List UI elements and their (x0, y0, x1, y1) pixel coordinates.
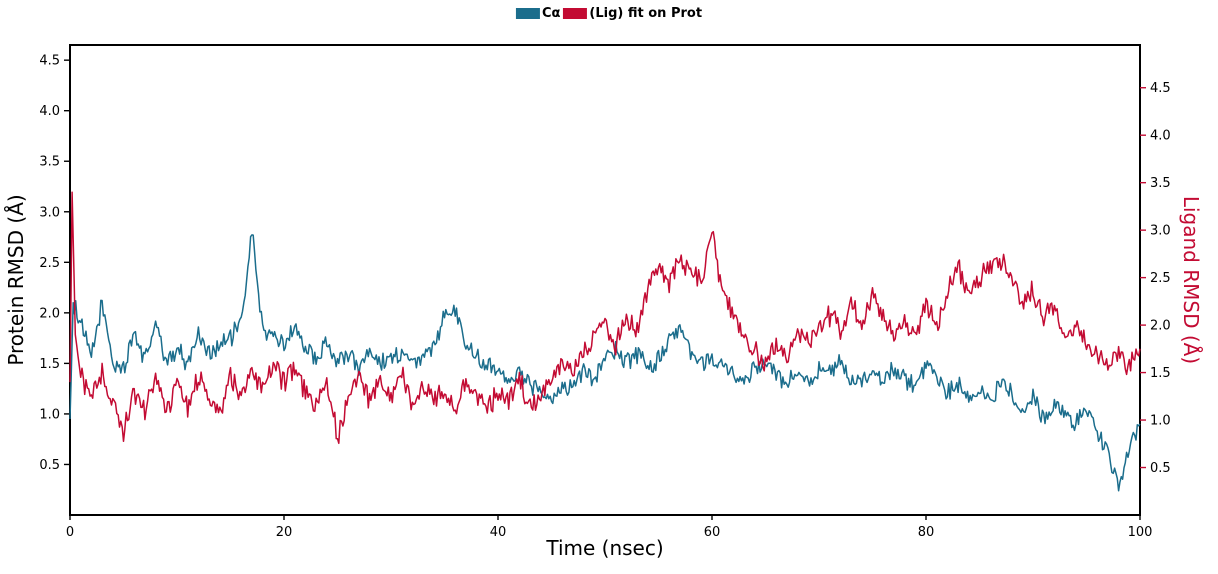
ligand-legend-swatch-icon (563, 8, 588, 19)
left-y-tick-label: 1.5 (39, 357, 60, 372)
left-y-axis-title: Protein RMSD (Å) (4, 194, 28, 366)
left-y-tick-label: 1.0 (39, 407, 60, 422)
right-y-tick-label: 2.5 (1150, 271, 1171, 286)
protein-legend-swatch-icon (515, 8, 540, 19)
protein-rmsd-line (69, 234, 1141, 492)
right-y-tick-label: 4.0 (1150, 129, 1171, 144)
right-y-tick-label: 3.0 (1150, 224, 1171, 239)
right-y-tick-label: 0.5 (1150, 461, 1171, 476)
right-y-tick-label: 3.5 (1150, 176, 1171, 191)
x-tick-label: 40 (490, 525, 507, 540)
left-y-tick-label: 2.5 (39, 256, 60, 271)
left-y-tick-label: 3.0 (39, 205, 60, 220)
left-y-tick-label: 4.5 (39, 54, 60, 69)
left-y-tick-label: 4.0 (39, 104, 60, 119)
x-tick-label: 80 (918, 525, 935, 540)
chart-legend: Cα (Lig) fit on Prot (515, 6, 703, 21)
ligand-legend-label: (Lig) fit on Prot (589, 6, 703, 21)
x-tick-label: 100 (1128, 525, 1153, 540)
left-y-tick-label: 3.5 (39, 155, 60, 170)
right-y-tick-label: 1.0 (1150, 414, 1171, 429)
protein-legend-label: Cα (541, 6, 561, 21)
right-y-tick-label: 2.0 (1150, 319, 1171, 334)
right-y-tick-label: 1.5 (1150, 366, 1171, 381)
x-axis-title: Time (nsec) (546, 536, 664, 560)
right-y-axis-title: Ligand RMSD (Å) (1179, 195, 1203, 365)
x-tick-label: 0 (66, 525, 74, 540)
plot-frame (69, 44, 1141, 516)
left-y-tick-label: 2.0 (39, 306, 60, 321)
right-y-tick-label: 4.5 (1150, 81, 1171, 96)
x-tick-label: 60 (704, 525, 721, 540)
x-tick-label: 20 (276, 525, 293, 540)
ligand-rmsd-line (69, 191, 1141, 445)
left-y-tick-label: 0.5 (39, 458, 60, 473)
